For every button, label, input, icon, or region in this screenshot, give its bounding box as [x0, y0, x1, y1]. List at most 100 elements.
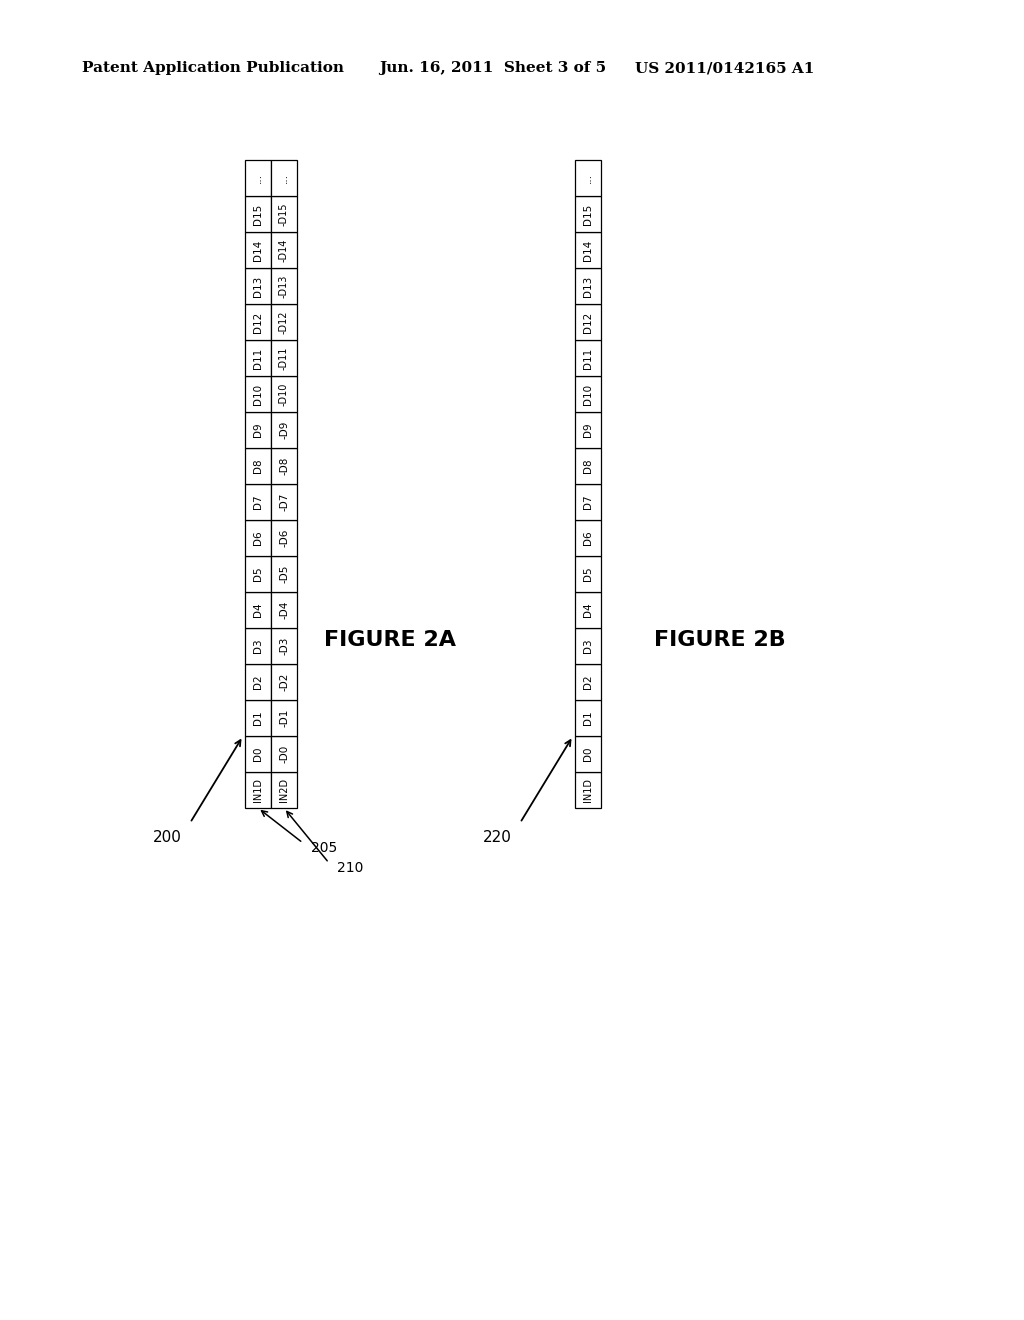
Bar — [271, 341, 297, 376]
Bar — [271, 628, 297, 664]
Text: D15: D15 — [583, 203, 593, 224]
Text: -D13: -D13 — [279, 275, 289, 298]
Text: D0: D0 — [253, 747, 263, 762]
Text: -D14: -D14 — [279, 239, 289, 261]
Bar — [271, 304, 297, 341]
Bar — [245, 341, 271, 376]
Bar — [575, 484, 601, 520]
Bar — [245, 700, 271, 737]
Bar — [575, 232, 601, 268]
Text: D8: D8 — [583, 458, 593, 474]
Text: D6: D6 — [253, 531, 263, 545]
Bar — [575, 591, 601, 628]
Text: IN1D: IN1D — [253, 777, 263, 803]
Text: -D3: -D3 — [279, 636, 289, 655]
Text: D13: D13 — [253, 276, 263, 297]
Text: -D7: -D7 — [279, 492, 289, 511]
Bar — [271, 484, 297, 520]
Text: US 2011/0142165 A1: US 2011/0142165 A1 — [635, 61, 814, 75]
Text: -D1: -D1 — [279, 709, 289, 727]
Text: D5: D5 — [253, 566, 263, 581]
Bar — [575, 160, 601, 195]
Bar — [271, 737, 297, 772]
Bar — [245, 160, 271, 195]
Bar — [271, 591, 297, 628]
Text: FIGURE 2B: FIGURE 2B — [654, 630, 785, 649]
Bar — [575, 772, 601, 808]
Text: D10: D10 — [583, 383, 593, 404]
Text: D2: D2 — [253, 675, 263, 689]
Text: D5: D5 — [583, 566, 593, 581]
Bar — [575, 737, 601, 772]
Bar — [271, 520, 297, 556]
Text: D9: D9 — [583, 422, 593, 437]
Text: D10: D10 — [253, 383, 263, 404]
Text: D3: D3 — [253, 639, 263, 653]
Text: 220: 220 — [482, 830, 511, 846]
Text: D4: D4 — [253, 603, 263, 618]
Bar — [271, 700, 297, 737]
Bar — [271, 376, 297, 412]
Bar — [245, 664, 271, 700]
Bar — [271, 556, 297, 591]
Bar — [271, 195, 297, 232]
Bar — [245, 195, 271, 232]
Bar — [245, 628, 271, 664]
Text: D6: D6 — [583, 531, 593, 545]
Text: IN2D: IN2D — [279, 777, 289, 803]
Text: -D5: -D5 — [279, 565, 289, 583]
Text: D11: D11 — [253, 347, 263, 368]
Text: D12: D12 — [253, 312, 263, 333]
Text: D11: D11 — [583, 347, 593, 368]
Text: -D6: -D6 — [279, 529, 289, 548]
Text: 210: 210 — [337, 861, 364, 875]
Text: D3: D3 — [583, 639, 593, 653]
Text: -D8: -D8 — [279, 457, 289, 475]
Bar — [245, 520, 271, 556]
Bar — [245, 556, 271, 591]
Bar — [575, 195, 601, 232]
Bar — [271, 268, 297, 304]
Bar — [245, 304, 271, 341]
Text: ...: ... — [279, 173, 289, 183]
Text: D4: D4 — [583, 603, 593, 618]
Bar — [575, 520, 601, 556]
Bar — [575, 447, 601, 484]
Bar — [575, 304, 601, 341]
Text: D15: D15 — [253, 203, 263, 224]
Text: ...: ... — [583, 173, 593, 183]
Bar — [245, 268, 271, 304]
Text: -D0: -D0 — [279, 744, 289, 763]
Text: D12: D12 — [583, 312, 593, 333]
Bar — [271, 664, 297, 700]
Bar — [245, 447, 271, 484]
Bar — [245, 737, 271, 772]
Bar — [575, 556, 601, 591]
Text: FIGURE 2A: FIGURE 2A — [324, 630, 456, 649]
Text: D1: D1 — [253, 710, 263, 725]
Bar — [575, 664, 601, 700]
Text: D14: D14 — [253, 239, 263, 260]
Bar — [575, 268, 601, 304]
Bar — [575, 412, 601, 447]
Bar — [245, 232, 271, 268]
Text: D2: D2 — [583, 675, 593, 689]
Bar — [271, 772, 297, 808]
Text: -D10: -D10 — [279, 383, 289, 405]
Bar — [575, 628, 601, 664]
Text: D9: D9 — [253, 422, 263, 437]
Bar — [245, 412, 271, 447]
Text: 200: 200 — [153, 830, 181, 846]
Bar — [245, 484, 271, 520]
Bar — [245, 772, 271, 808]
Bar — [271, 160, 297, 195]
Bar — [575, 341, 601, 376]
Bar — [575, 376, 601, 412]
Text: -D12: -D12 — [279, 310, 289, 334]
Text: D8: D8 — [253, 458, 263, 474]
Text: D1: D1 — [583, 710, 593, 725]
Text: Patent Application Publication: Patent Application Publication — [82, 61, 344, 75]
Bar — [271, 232, 297, 268]
Bar — [245, 376, 271, 412]
Text: -D4: -D4 — [279, 601, 289, 619]
